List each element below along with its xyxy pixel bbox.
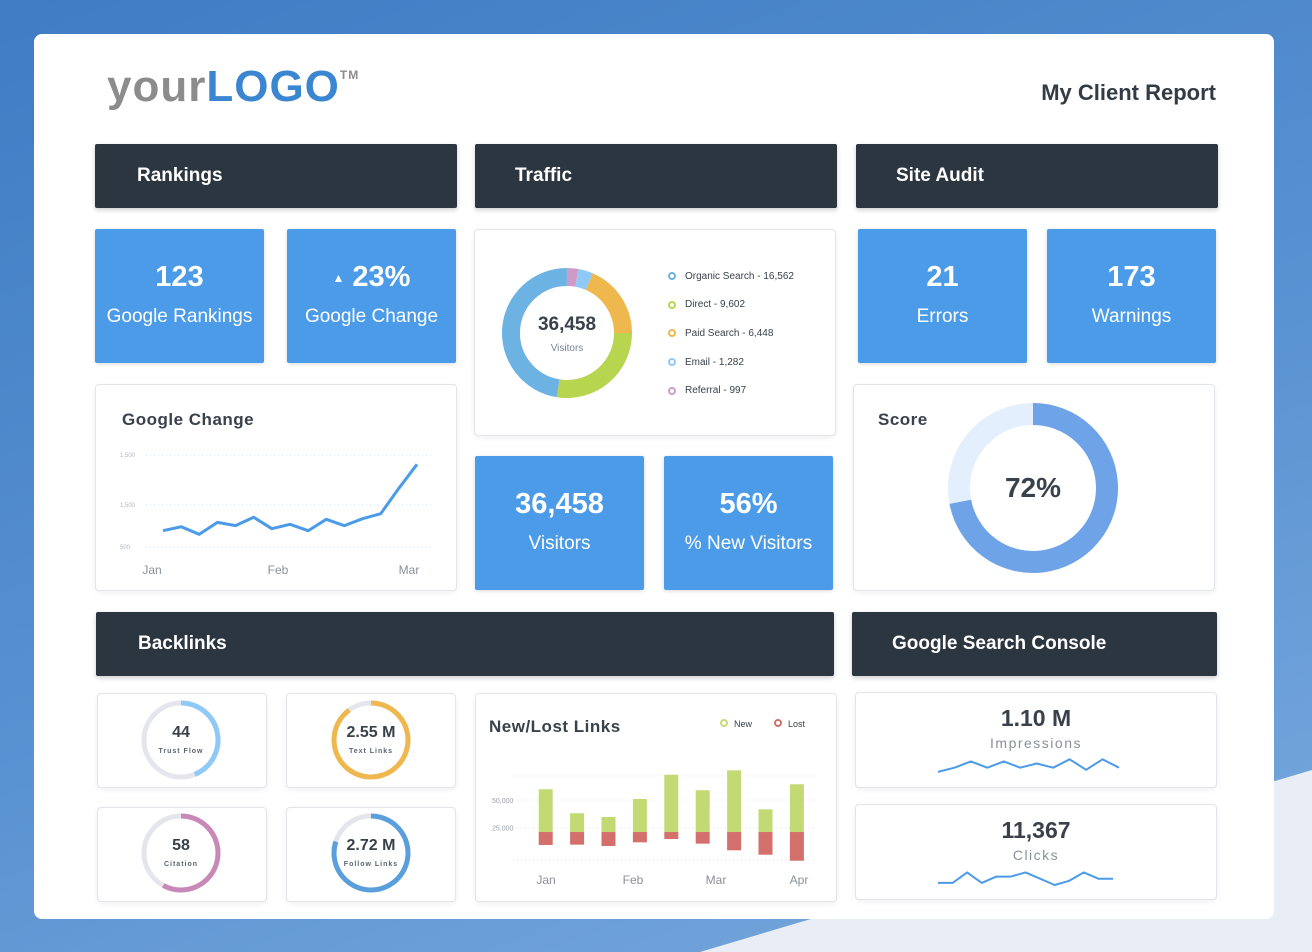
score-value: 72% — [1004, 472, 1062, 503]
legend-label: New — [734, 719, 753, 729]
tile-value: 56% — [719, 488, 778, 520]
logo-tm: TM — [339, 68, 360, 82]
legend-label: Paid Search - 6,448 — [685, 327, 774, 339]
card-title: Google Change — [122, 410, 255, 429]
y-tick-label: 1,500 — [120, 503, 136, 509]
line-series — [162, 463, 419, 536]
legend-item: Referral - 997 — [668, 376, 794, 405]
ring-label: Follow Links — [343, 861, 399, 868]
logo-bold: LOGO — [206, 62, 340, 111]
ring-label: Citation — [163, 861, 199, 868]
tile-label: Visitors — [528, 533, 591, 554]
y-tick-label: 500 — [120, 545, 131, 551]
google-change-tile: ▲ 23% Google Change — [287, 229, 456, 363]
logo: yourLOGOTM — [107, 62, 359, 112]
gsc-header: Google Search Console — [852, 612, 1217, 676]
bar-legend: New Lost — [720, 719, 805, 729]
y-tick-label: 1,500 — [120, 453, 136, 459]
legend-dot-icon — [668, 272, 676, 281]
legend-lost: Lost — [774, 719, 805, 729]
legend-dot-icon — [668, 300, 676, 309]
traffic-header: Traffic — [475, 144, 837, 208]
new-visitors-tile: 56% % New Visitors — [664, 456, 833, 590]
legend-item: Email - 1,282 — [668, 348, 794, 377]
tile-value: 23% — [352, 261, 411, 293]
legend-label: Lost — [788, 719, 806, 729]
ring-label: Text Links — [348, 748, 394, 755]
new-lost-links-card: New/Lost Links New Lost — [475, 693, 837, 902]
report-title: My Client Report — [1041, 80, 1216, 105]
legend-item: Paid Search - 6,448 — [668, 319, 794, 348]
legend-label: Organic Search - 16,562 — [685, 270, 794, 282]
ring-value: 2.72 M — [346, 837, 396, 854]
google-rankings-tile: 123 Google Rankings — [95, 229, 264, 363]
warnings-tile: 173 Warnings — [1047, 229, 1216, 363]
x-tick-label: Jan — [142, 563, 161, 577]
legend-new: New — [720, 719, 752, 729]
donut-total-label: Visitors — [550, 343, 584, 354]
legend-item: Direct - 9,602 — [668, 291, 794, 320]
google-change-card: Google Change — [95, 384, 457, 591]
tile-label: % New Visitors — [684, 533, 813, 554]
rankings-header: Rankings — [95, 144, 457, 208]
tile-value: 21 — [926, 261, 959, 293]
traffic-card: Organic Search - 16,562 Direct - 9,602 Pai… — [474, 229, 836, 436]
legend-label: Email - 1,282 — [685, 356, 744, 368]
donut-total: 36,458 — [537, 314, 597, 335]
tile-label: Google Rankings — [106, 306, 253, 327]
legend-dot-icon — [668, 358, 676, 367]
impressions-label: Impressions — [990, 735, 1082, 751]
legend-label: Direct - 9,602 — [685, 299, 746, 311]
x-tick-label: Mar — [399, 563, 420, 577]
errors-tile: 21 Errors — [858, 229, 1027, 363]
legend-dot-icon — [668, 386, 676, 395]
impressions-value: 1.10 M — [1000, 705, 1072, 731]
ring-value: 2.55 M — [346, 724, 396, 741]
card-title: Score — [878, 410, 928, 429]
impressions-card: 1.10 M Impressions — [855, 692, 1217, 788]
tile-label: Google Change — [304, 306, 439, 327]
logo-light: your — [107, 62, 207, 111]
clicks-label: Clicks — [1012, 847, 1060, 863]
tile-label: Warnings — [1091, 306, 1172, 327]
legend-label: Referral - 997 — [685, 385, 747, 397]
legend-item: Organic Search - 16,562 — [668, 262, 794, 291]
ring-value: 58 — [172, 837, 190, 854]
tile-value: 173 — [1107, 261, 1156, 293]
triangle-up-icon: ▲ — [332, 271, 345, 286]
tile-value: 36,458 — [515, 488, 604, 520]
clicks-value: 11,367 — [1001, 817, 1071, 843]
ring-label: Trust Flow — [158, 748, 204, 755]
site-audit-header: Site Audit — [856, 144, 1218, 208]
tile-value: 123 — [155, 261, 204, 293]
backlinks-header: Backlinks — [96, 612, 834, 676]
clicks-card: 11,367 Clicks — [855, 804, 1217, 900]
visitors-tile: 36,458 Visitors — [475, 456, 644, 590]
legend-dot-icon — [668, 329, 676, 338]
traffic-legend: Organic Search - 16,562 Direct - 9,602 Pai… — [668, 262, 794, 405]
ring-value: 44 — [172, 724, 190, 741]
card-title: New/Lost Links — [489, 717, 621, 736]
tile-label: Errors — [916, 306, 969, 327]
x-tick-label: Feb — [268, 563, 289, 577]
